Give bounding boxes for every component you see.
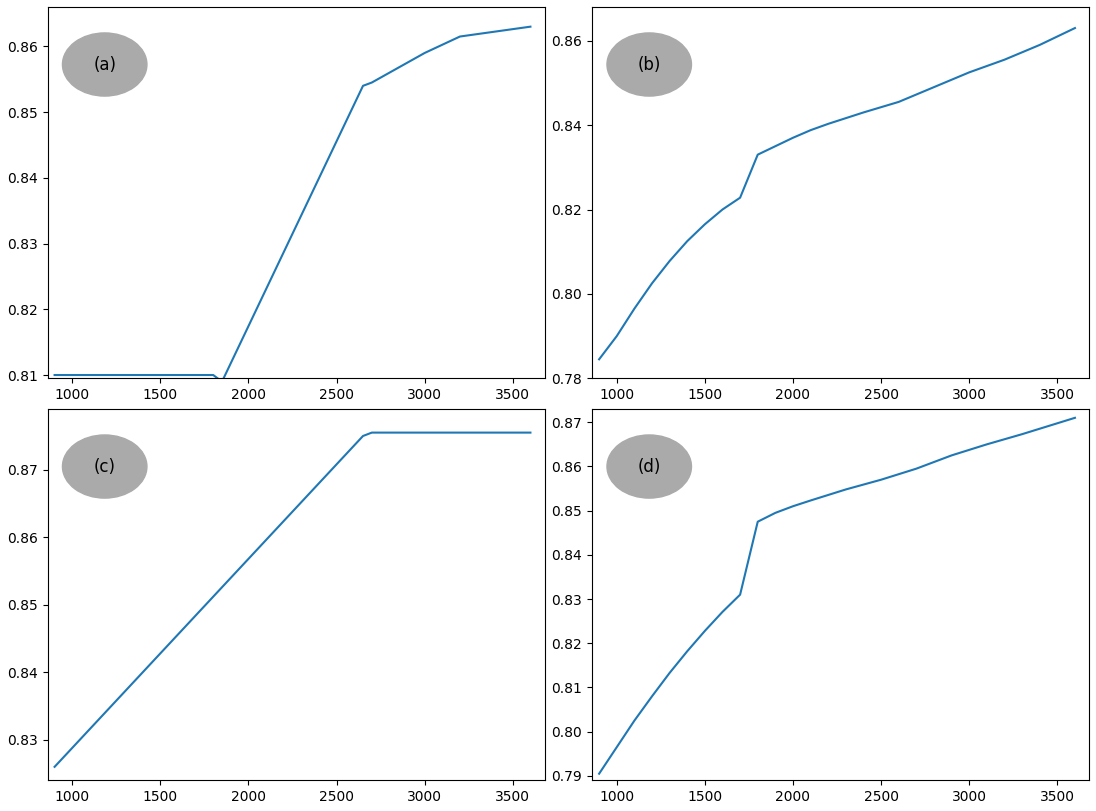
Circle shape xyxy=(62,435,147,498)
Text: (d): (d) xyxy=(638,457,661,475)
Circle shape xyxy=(62,33,147,96)
Circle shape xyxy=(607,33,692,96)
Text: (c): (c) xyxy=(93,457,116,475)
Circle shape xyxy=(607,435,692,498)
Text: (b): (b) xyxy=(638,55,661,74)
Text: (a): (a) xyxy=(93,55,116,74)
